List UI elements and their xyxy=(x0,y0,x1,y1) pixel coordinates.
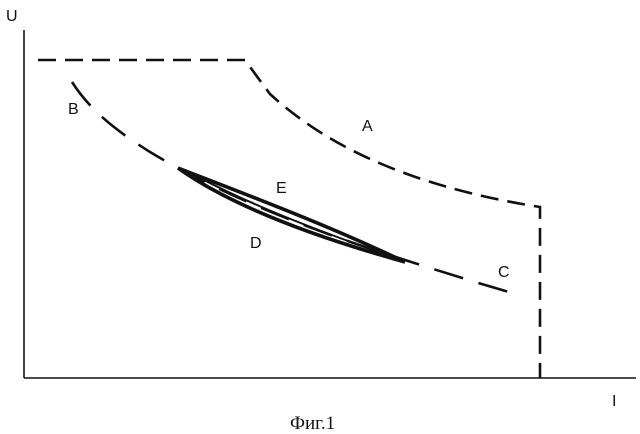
x-axis-label: I xyxy=(612,393,616,410)
label-e: E xyxy=(276,180,287,197)
curve-d-inner xyxy=(200,178,390,256)
label-b: B xyxy=(68,101,79,118)
y-axis-label: U xyxy=(6,8,18,25)
curve-e xyxy=(178,168,405,262)
label-c: C xyxy=(498,264,510,281)
label-a: A xyxy=(362,118,373,135)
figure-caption: Фиг.1 xyxy=(290,413,335,434)
label-d: D xyxy=(250,235,262,252)
